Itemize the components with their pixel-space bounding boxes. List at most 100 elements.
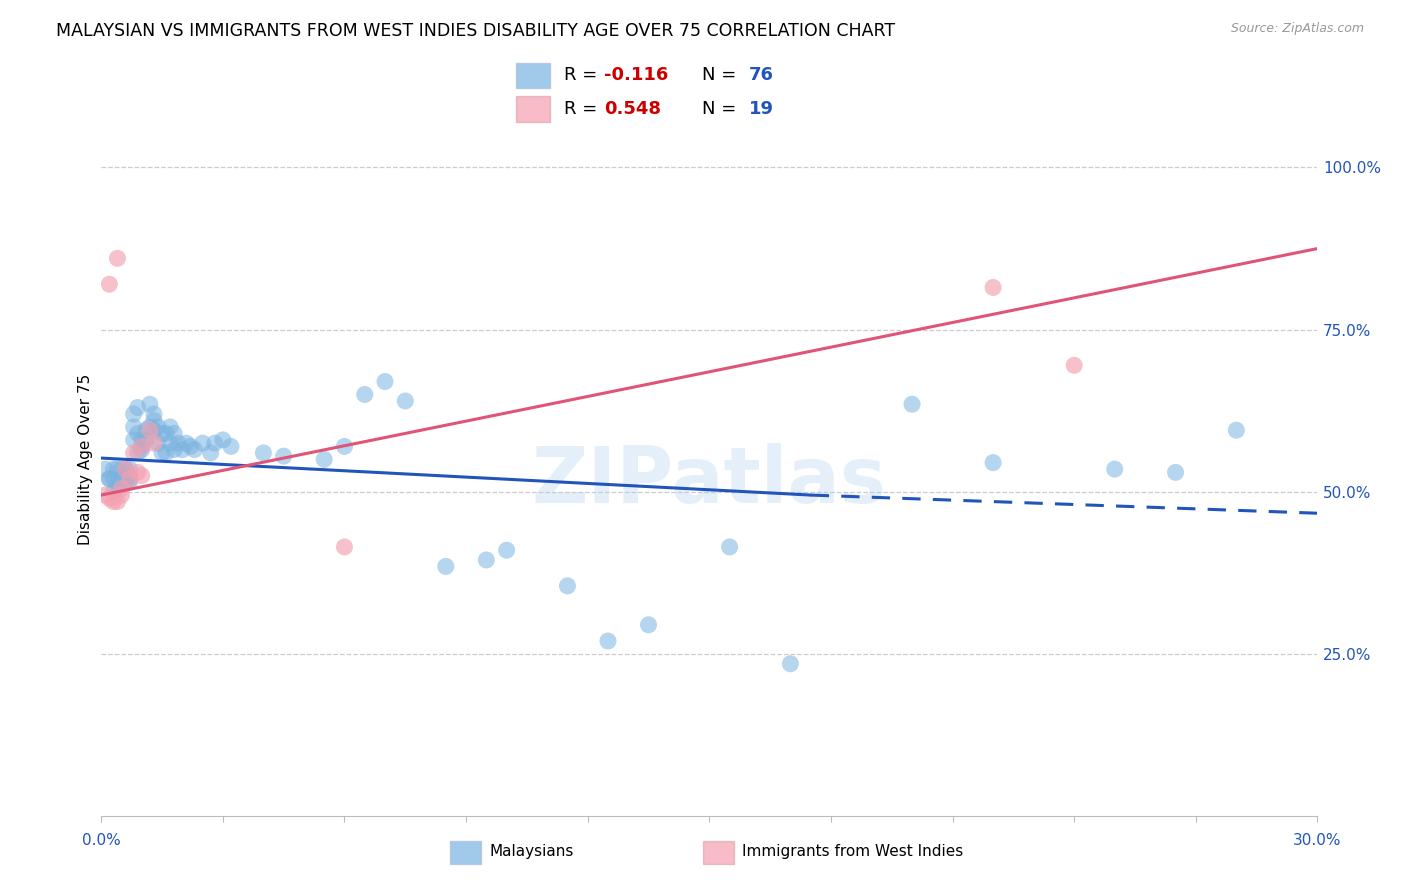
Point (333, 439, 356, 453)
Point (135, 433, 157, 447)
Point (103, 462, 125, 476)
Point (475, 553, 498, 567)
Point (118, 468, 141, 483)
Point (901, 397, 924, 411)
Text: ZIPatlas: ZIPatlas (531, 442, 887, 519)
Point (139, 397, 162, 411)
Point (142, 436, 165, 450)
Point (110, 462, 132, 476)
Point (1104, 462, 1126, 476)
Point (98, 277, 121, 292)
Point (94, 488, 117, 502)
Point (107, 475, 129, 489)
Point (176, 436, 198, 450)
Point (374, 375, 396, 389)
Point (94, 462, 117, 476)
Point (146, 436, 169, 450)
Text: N =: N = (702, 100, 742, 118)
Point (127, 426, 149, 441)
Text: 0.0%: 0.0% (82, 833, 121, 847)
Point (219, 439, 242, 453)
Point (127, 446, 149, 460)
Point (1164, 466, 1187, 480)
Text: 19: 19 (749, 100, 775, 118)
Point (495, 543, 517, 558)
Point (110, 475, 132, 489)
Point (103, 494, 125, 508)
Point (142, 423, 165, 437)
Bar (516, 96, 550, 122)
Point (122, 446, 145, 460)
Text: 76: 76 (749, 66, 775, 84)
Point (314, 452, 336, 467)
Point (118, 475, 141, 489)
Point (353, 387, 375, 401)
Point (273, 449, 295, 463)
Point (142, 407, 165, 421)
Bar (450, 841, 481, 864)
Point (131, 468, 153, 483)
Point (159, 420, 181, 434)
Point (163, 442, 186, 457)
Bar (703, 841, 734, 864)
Point (110, 482, 132, 496)
Point (114, 462, 136, 476)
Point (150, 446, 173, 460)
Point (204, 436, 226, 450)
Point (98, 472, 121, 486)
Point (98, 472, 121, 486)
Point (127, 401, 149, 415)
Point (333, 540, 356, 554)
Point (135, 423, 157, 437)
Point (183, 442, 205, 457)
Point (114, 475, 136, 489)
Point (122, 433, 145, 447)
Point (779, 657, 801, 671)
Text: 30.0%: 30.0% (1294, 833, 1341, 847)
Point (131, 439, 153, 453)
Point (114, 472, 136, 486)
Text: Source: ZipAtlas.com: Source: ZipAtlas.com (1230, 22, 1364, 36)
Point (107, 462, 129, 476)
Point (118, 472, 141, 486)
Point (163, 426, 186, 441)
Point (637, 617, 659, 632)
Point (557, 579, 579, 593)
Point (98, 491, 121, 506)
Point (122, 420, 145, 434)
Point (122, 407, 145, 421)
Point (155, 446, 177, 460)
Point (107, 478, 129, 492)
Point (127, 466, 149, 480)
Text: -0.116: -0.116 (605, 66, 668, 84)
Point (131, 433, 153, 447)
Point (146, 420, 169, 434)
Point (139, 420, 162, 434)
Point (118, 472, 141, 486)
Point (107, 252, 129, 266)
Point (434, 559, 457, 574)
Point (200, 446, 222, 460)
Point (155, 426, 177, 441)
Point (107, 494, 129, 508)
Y-axis label: Disability Age Over 75: Disability Age Over 75 (77, 374, 93, 545)
Point (179, 439, 201, 453)
Point (150, 426, 173, 441)
Point (114, 462, 136, 476)
Point (110, 472, 132, 486)
Point (212, 433, 235, 447)
Point (596, 634, 619, 648)
Point (718, 540, 741, 554)
Point (118, 462, 141, 476)
Point (103, 472, 125, 486)
Point (110, 488, 132, 502)
Point (252, 446, 274, 460)
Point (139, 423, 162, 437)
Point (167, 436, 190, 450)
Text: Immigrants from West Indies: Immigrants from West Indies (742, 845, 963, 859)
Text: 0.548: 0.548 (605, 100, 661, 118)
Point (981, 280, 1004, 294)
Point (1063, 359, 1085, 373)
Text: R =: R = (564, 66, 603, 84)
Point (110, 472, 132, 486)
